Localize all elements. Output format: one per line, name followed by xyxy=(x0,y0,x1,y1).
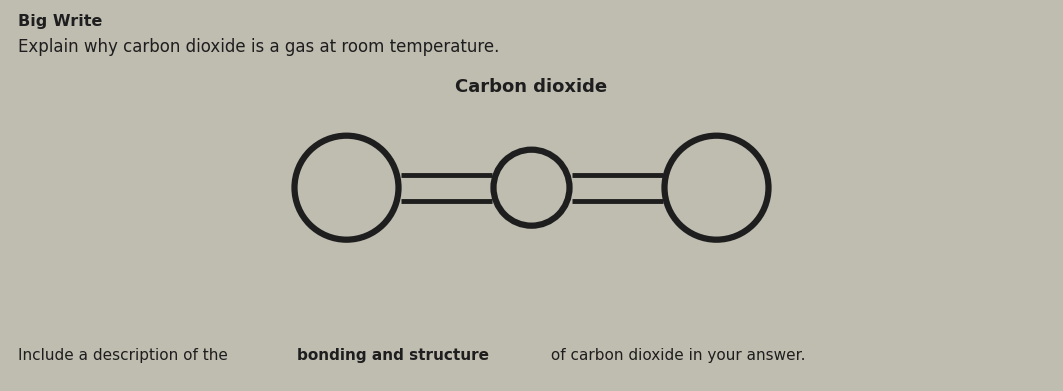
Text: Carbon dioxide: Carbon dioxide xyxy=(455,78,608,96)
Text: Big Write: Big Write xyxy=(18,14,102,29)
Text: of carbon dioxide in your answer.: of carbon dioxide in your answer. xyxy=(546,348,806,363)
Text: Explain why carbon dioxide is a gas at room temperature.: Explain why carbon dioxide is a gas at r… xyxy=(18,38,500,56)
Text: Include a description of the: Include a description of the xyxy=(18,348,233,363)
Text: bonding and structure: bonding and structure xyxy=(297,348,489,363)
